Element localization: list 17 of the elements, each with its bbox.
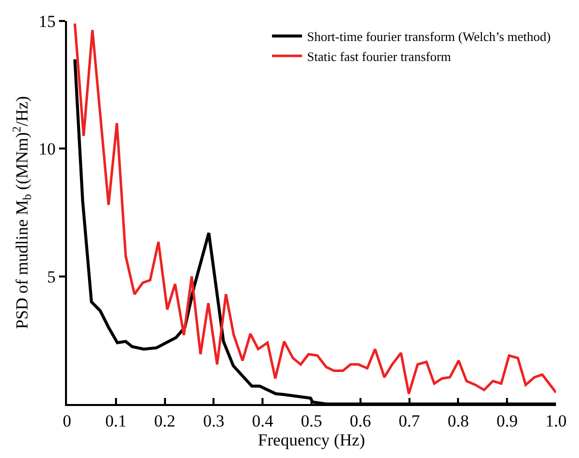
y-tick-label: 15: [38, 12, 56, 31]
x-tick-label: 0: [62, 411, 72, 430]
x-tick-label: 0.7: [398, 411, 420, 430]
x-tick-label: 0.2: [154, 411, 176, 430]
x-tick-label: 0.8: [448, 411, 469, 430]
x-tick-label: 1.0: [545, 411, 567, 430]
x-tick-label: 0.9: [496, 411, 518, 430]
legend-label: Static fast fourier transform: [307, 48, 452, 64]
legend-label: Short-time fourier transform (Welch’s method): [307, 29, 551, 44]
x-tick-label: 0.1: [105, 411, 127, 430]
x-tick-label: 0.5: [300, 411, 322, 430]
x-tick-label: 0.4: [252, 411, 274, 430]
x-axis-title: Frequency (Hz): [258, 430, 366, 450]
y-tick-label: 5: [47, 267, 56, 286]
y-tick-label: 10: [38, 140, 56, 159]
x-tick-label: 0.6: [350, 411, 372, 430]
x-tick-label: 0.3: [203, 411, 224, 430]
